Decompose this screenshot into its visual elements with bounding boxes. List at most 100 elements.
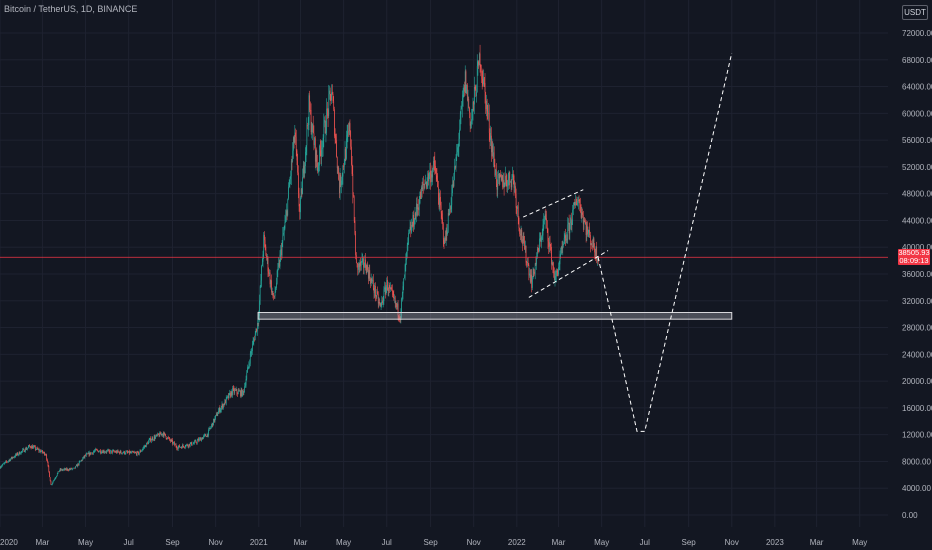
candle-body xyxy=(1,466,2,468)
candle-body xyxy=(241,389,243,397)
candle-body xyxy=(372,280,373,282)
candle-body xyxy=(128,451,130,453)
candle-body xyxy=(204,434,206,436)
candle-body xyxy=(398,315,400,317)
candle-body xyxy=(430,174,432,183)
projection-path-line xyxy=(597,52,733,432)
candle-body xyxy=(411,224,412,233)
candle-body xyxy=(469,107,470,113)
candle-body xyxy=(561,246,562,254)
candle-body xyxy=(458,138,460,147)
candle-body xyxy=(498,174,499,175)
candle-body xyxy=(509,171,511,182)
candle-body xyxy=(294,132,296,143)
candle-body xyxy=(539,238,541,239)
candle-body xyxy=(191,442,192,446)
candle-body xyxy=(194,440,196,442)
candle-body xyxy=(189,443,190,447)
candle-body xyxy=(228,393,230,399)
candle-body xyxy=(187,444,188,446)
candle-body xyxy=(295,132,296,137)
candle-body xyxy=(348,123,350,132)
candle-body xyxy=(201,438,203,440)
price-tick-label: 24000.00 xyxy=(902,350,932,359)
price-axis[interactable]: 0.00 4000.00 8000.00 12000.00 16000.00 20000.… xyxy=(902,29,932,520)
candle-body xyxy=(28,445,30,447)
candle-body xyxy=(134,452,136,454)
candle-body xyxy=(573,202,575,206)
candle-body xyxy=(51,482,53,485)
candle-body xyxy=(252,341,254,345)
candle-body xyxy=(364,259,366,268)
candle-body xyxy=(442,223,444,240)
candle-body xyxy=(596,247,598,261)
candle-body xyxy=(284,222,286,229)
currency-unit-badge[interactable]: USDT xyxy=(902,5,928,20)
candle-body xyxy=(296,150,298,161)
candle-body xyxy=(481,71,482,73)
candle-body xyxy=(496,184,498,190)
candle-body xyxy=(312,123,314,134)
candle-body xyxy=(136,451,138,455)
candle-body xyxy=(304,166,306,174)
candle-body xyxy=(533,268,535,272)
candle-body xyxy=(142,448,144,450)
candle-body xyxy=(507,178,509,186)
candle-body xyxy=(237,392,238,395)
candle-body xyxy=(341,180,342,186)
candle-body xyxy=(65,468,67,470)
candle-body xyxy=(409,229,410,233)
candle-body xyxy=(25,448,27,450)
candle-body xyxy=(375,296,377,297)
candle-body xyxy=(526,262,528,264)
candle-body xyxy=(486,100,488,112)
candle-body xyxy=(359,261,361,268)
price-tick-label: 68000.00 xyxy=(902,56,932,65)
candle-body xyxy=(282,234,284,243)
candle-body xyxy=(227,395,229,398)
candle-body xyxy=(156,434,158,436)
candle-body xyxy=(452,184,453,194)
candle-body xyxy=(249,363,250,365)
candle-body xyxy=(475,88,477,97)
candle-body xyxy=(590,235,591,245)
candle-body xyxy=(242,389,244,393)
candle-body xyxy=(517,206,519,218)
candle-body xyxy=(48,466,50,472)
candle-body xyxy=(140,450,142,452)
candle-body xyxy=(307,125,308,126)
candle-body xyxy=(353,195,354,197)
candle-body xyxy=(377,294,379,304)
candle-body xyxy=(160,432,161,435)
candle-body xyxy=(217,413,219,416)
candle-body xyxy=(422,183,424,189)
candle-body xyxy=(428,173,429,182)
candle-body xyxy=(240,390,241,396)
time-tick-label: Sep xyxy=(423,538,438,547)
candle-body xyxy=(177,448,178,450)
candle-body xyxy=(314,138,316,162)
candle-body xyxy=(459,114,461,130)
candle-body xyxy=(6,461,7,462)
bar-countdown: 08:09:13 xyxy=(899,256,929,265)
candle-body xyxy=(56,473,58,476)
candle-body xyxy=(35,446,36,450)
candle-body xyxy=(344,148,346,165)
candle-body xyxy=(137,451,139,453)
chart-drawings[interactable] xyxy=(0,52,888,432)
candle-body xyxy=(117,450,118,453)
candle-body xyxy=(504,184,506,188)
candle-body xyxy=(150,439,152,442)
candle-body xyxy=(387,290,389,291)
time-axis[interactable]: 2020 Mar May Jul Sep Nov 2021 Mar May Jul Sep Nov 20… xyxy=(0,538,867,547)
candle-body xyxy=(553,273,555,281)
candle-body xyxy=(208,429,209,436)
candle-body xyxy=(97,450,98,451)
candle-body xyxy=(574,202,576,206)
symbol-title[interactable]: Bitcoin / TetherUS, 1D, BINANCE xyxy=(4,4,138,14)
time-tick-label: 2021 xyxy=(250,538,268,547)
candle-body xyxy=(368,269,369,279)
candle-body xyxy=(155,434,157,437)
candle-body xyxy=(369,270,371,279)
